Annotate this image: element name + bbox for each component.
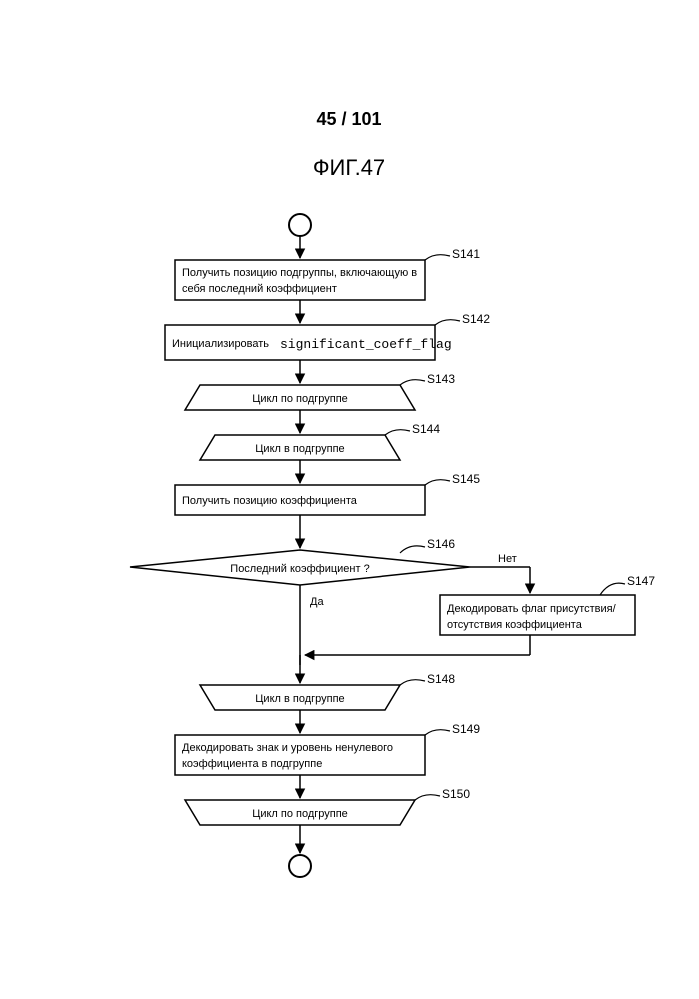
s146-text: Последний коэффициент ?: [230, 563, 369, 575]
figure-label: ФИГ.47: [313, 155, 385, 180]
s141-line2: себя последний коэффициент: [182, 283, 337, 295]
s150-label: S150: [442, 787, 470, 801]
s145-label: S145: [452, 472, 480, 486]
step-s148: Цикл в подгруппе S148: [200, 672, 455, 710]
s143-text: Цикл по подгруппе: [252, 393, 348, 405]
step-s147: Декодировать флаг присутствия/ отсутстви…: [440, 574, 655, 635]
end-terminator: [289, 855, 311, 877]
s147-line1: Декодировать флаг присутствия/: [447, 603, 617, 615]
s147-line2: отсутствия коэффициента: [447, 619, 583, 631]
step-s149: Декодировать знак и уровень ненулевого к…: [175, 722, 480, 775]
page-number: 45 / 101: [316, 109, 381, 129]
s145-text: Получить позицию коэффициента: [182, 495, 358, 507]
s142-text2: significant_coeff_flag: [280, 337, 452, 352]
s142-text1: Инициализировать: [172, 338, 269, 350]
s148-text: Цикл в подгруппе: [255, 693, 344, 705]
s150-text: Цикл по подгруппе: [252, 808, 348, 820]
start-terminator: [289, 214, 311, 236]
step-s144: Цикл в подгруппе S144: [200, 422, 440, 460]
s149-label: S149: [452, 722, 480, 736]
flowchart: 45 / 101 ФИГ.47 Получить позицию подгруп…: [0, 0, 699, 999]
s146-no: Нет: [498, 553, 517, 565]
s144-label: S144: [412, 422, 440, 436]
s146-yes: Да: [310, 596, 324, 608]
s141-line1: Получить позицию подгруппы, включающую в: [182, 267, 417, 279]
step-s142: Инициализировать significant_coeff_flag …: [165, 312, 490, 360]
s143-label: S143: [427, 372, 455, 386]
s147-label: S147: [627, 574, 655, 588]
step-s150: Цикл по подгруппе S150: [185, 787, 470, 825]
s146-label: S146: [427, 537, 455, 551]
step-s141: Получить позицию подгруппы, включающую в…: [175, 247, 480, 300]
s144-text: Цикл в подгруппе: [255, 443, 344, 455]
s142-label: S142: [462, 312, 490, 326]
s149-line2: коэффициента в подгруппе: [182, 758, 322, 770]
s149-line1: Декодировать знак и уровень ненулевого: [182, 742, 393, 754]
s148-label: S148: [427, 672, 455, 686]
step-s145: Получить позицию коэффициента S145: [175, 472, 480, 515]
s141-label: S141: [452, 247, 480, 261]
step-s143: Цикл по подгруппе S143: [185, 372, 455, 410]
